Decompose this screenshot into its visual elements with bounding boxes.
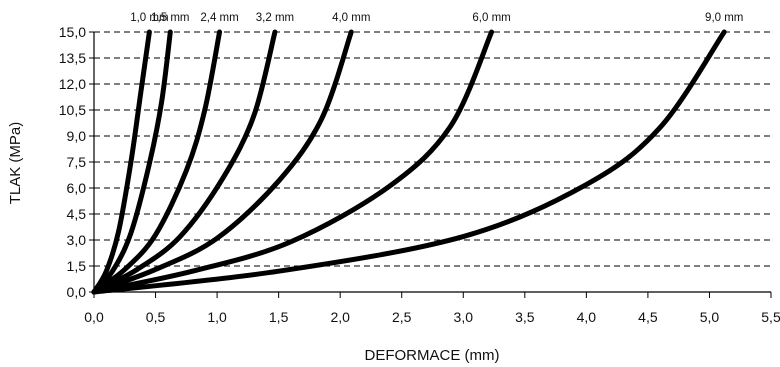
curve-label: 2,4 mm [200, 12, 238, 24]
y-tick-label: 15,0 [59, 24, 86, 40]
x-tick-label: 4,0 [577, 309, 597, 325]
y-tick-label: 7,5 [67, 154, 87, 170]
y-tick-label: 9,0 [67, 128, 87, 144]
x-tick-label: 1,5 [269, 309, 289, 325]
y-tick-label: 13,5 [59, 50, 86, 66]
x-axis-title: DEFORMACE (mm) [365, 347, 500, 364]
y-tick-label: 3,0 [67, 232, 87, 248]
y-tick-label: 12,0 [59, 76, 86, 92]
axes [89, 31, 772, 298]
y-tick-label: 4,5 [67, 206, 87, 222]
curve-90mm [91, 29, 727, 295]
curve-24mm [91, 29, 223, 295]
y-tick-label: 6,0 [67, 180, 87, 196]
x-tick-label: 2,5 [392, 309, 412, 325]
x-tick-label: 3,0 [454, 309, 474, 325]
curve-label: 1,5 mm [151, 12, 189, 24]
x-tick-label: 5,0 [700, 309, 720, 325]
x-tick-label: 3,5 [515, 309, 535, 325]
labels: 0,0 1,5 3,0 4,5 6,0 7,5 9,0 10,5 12,0 13,5 15,0 0,0… [59, 12, 780, 325]
curve-15mm [91, 29, 173, 295]
y-tick-label: 10,5 [59, 102, 86, 118]
curve-label: 3,2 mm [256, 12, 294, 24]
curve-60mm [91, 29, 495, 295]
x-tick-label: 0,0 [84, 309, 104, 325]
curve-label: 4,0 mm [332, 12, 370, 24]
y-tick-label: 0,0 [67, 284, 87, 300]
curve-10mm [91, 29, 152, 295]
curve-label: 1,0 mm [130, 12, 168, 24]
curve-40mm [91, 29, 354, 295]
x-tick-label: 1,0 [207, 309, 227, 325]
curves [91, 29, 727, 295]
x-tick-label: 4,5 [638, 309, 658, 325]
y-tick-label: 1,5 [67, 258, 87, 274]
y-axis-title: TLAK (MPa) [7, 122, 24, 205]
curve-label: 9,0 mm [705, 12, 743, 24]
x-tick-label: 5,5 [761, 309, 780, 325]
x-tick-label: 2,0 [330, 309, 350, 325]
curve-32mm [91, 29, 278, 295]
x-tick-label: 0,5 [146, 309, 166, 325]
curve-label: 6,0 mm [472, 12, 510, 24]
